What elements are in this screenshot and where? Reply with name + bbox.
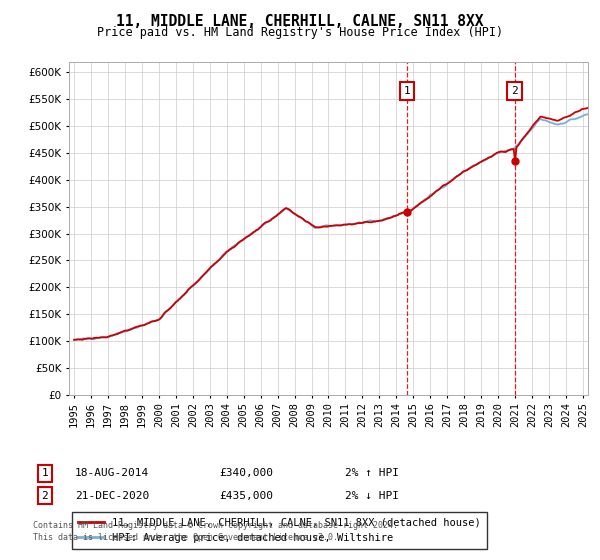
Text: 2% ↑ HPI: 2% ↑ HPI (345, 468, 399, 478)
Text: 1: 1 (403, 86, 410, 96)
Text: 2: 2 (511, 86, 518, 96)
Text: 2% ↓ HPI: 2% ↓ HPI (345, 491, 399, 501)
Text: £340,000: £340,000 (219, 468, 273, 478)
Text: Price paid vs. HM Land Registry's House Price Index (HPI): Price paid vs. HM Land Registry's House … (97, 26, 503, 39)
Text: £435,000: £435,000 (219, 491, 273, 501)
Text: 11, MIDDLE LANE, CHERHILL, CALNE, SN11 8XX: 11, MIDDLE LANE, CHERHILL, CALNE, SN11 8… (116, 14, 484, 29)
Text: 18-AUG-2014: 18-AUG-2014 (75, 468, 149, 478)
Text: 1: 1 (41, 468, 49, 478)
Text: This data is licensed under the Open Government Licence v3.0.: This data is licensed under the Open Gov… (33, 533, 338, 542)
Text: 21-DEC-2020: 21-DEC-2020 (75, 491, 149, 501)
Text: Contains HM Land Registry data © Crown copyright and database right 2024.: Contains HM Land Registry data © Crown c… (33, 521, 398, 530)
Legend: 11, MIDDLE LANE, CHERHILL, CALNE, SN11 8XX (detached house), HPI: Average price,: 11, MIDDLE LANE, CHERHILL, CALNE, SN11 8… (71, 512, 487, 549)
Text: 2: 2 (41, 491, 49, 501)
